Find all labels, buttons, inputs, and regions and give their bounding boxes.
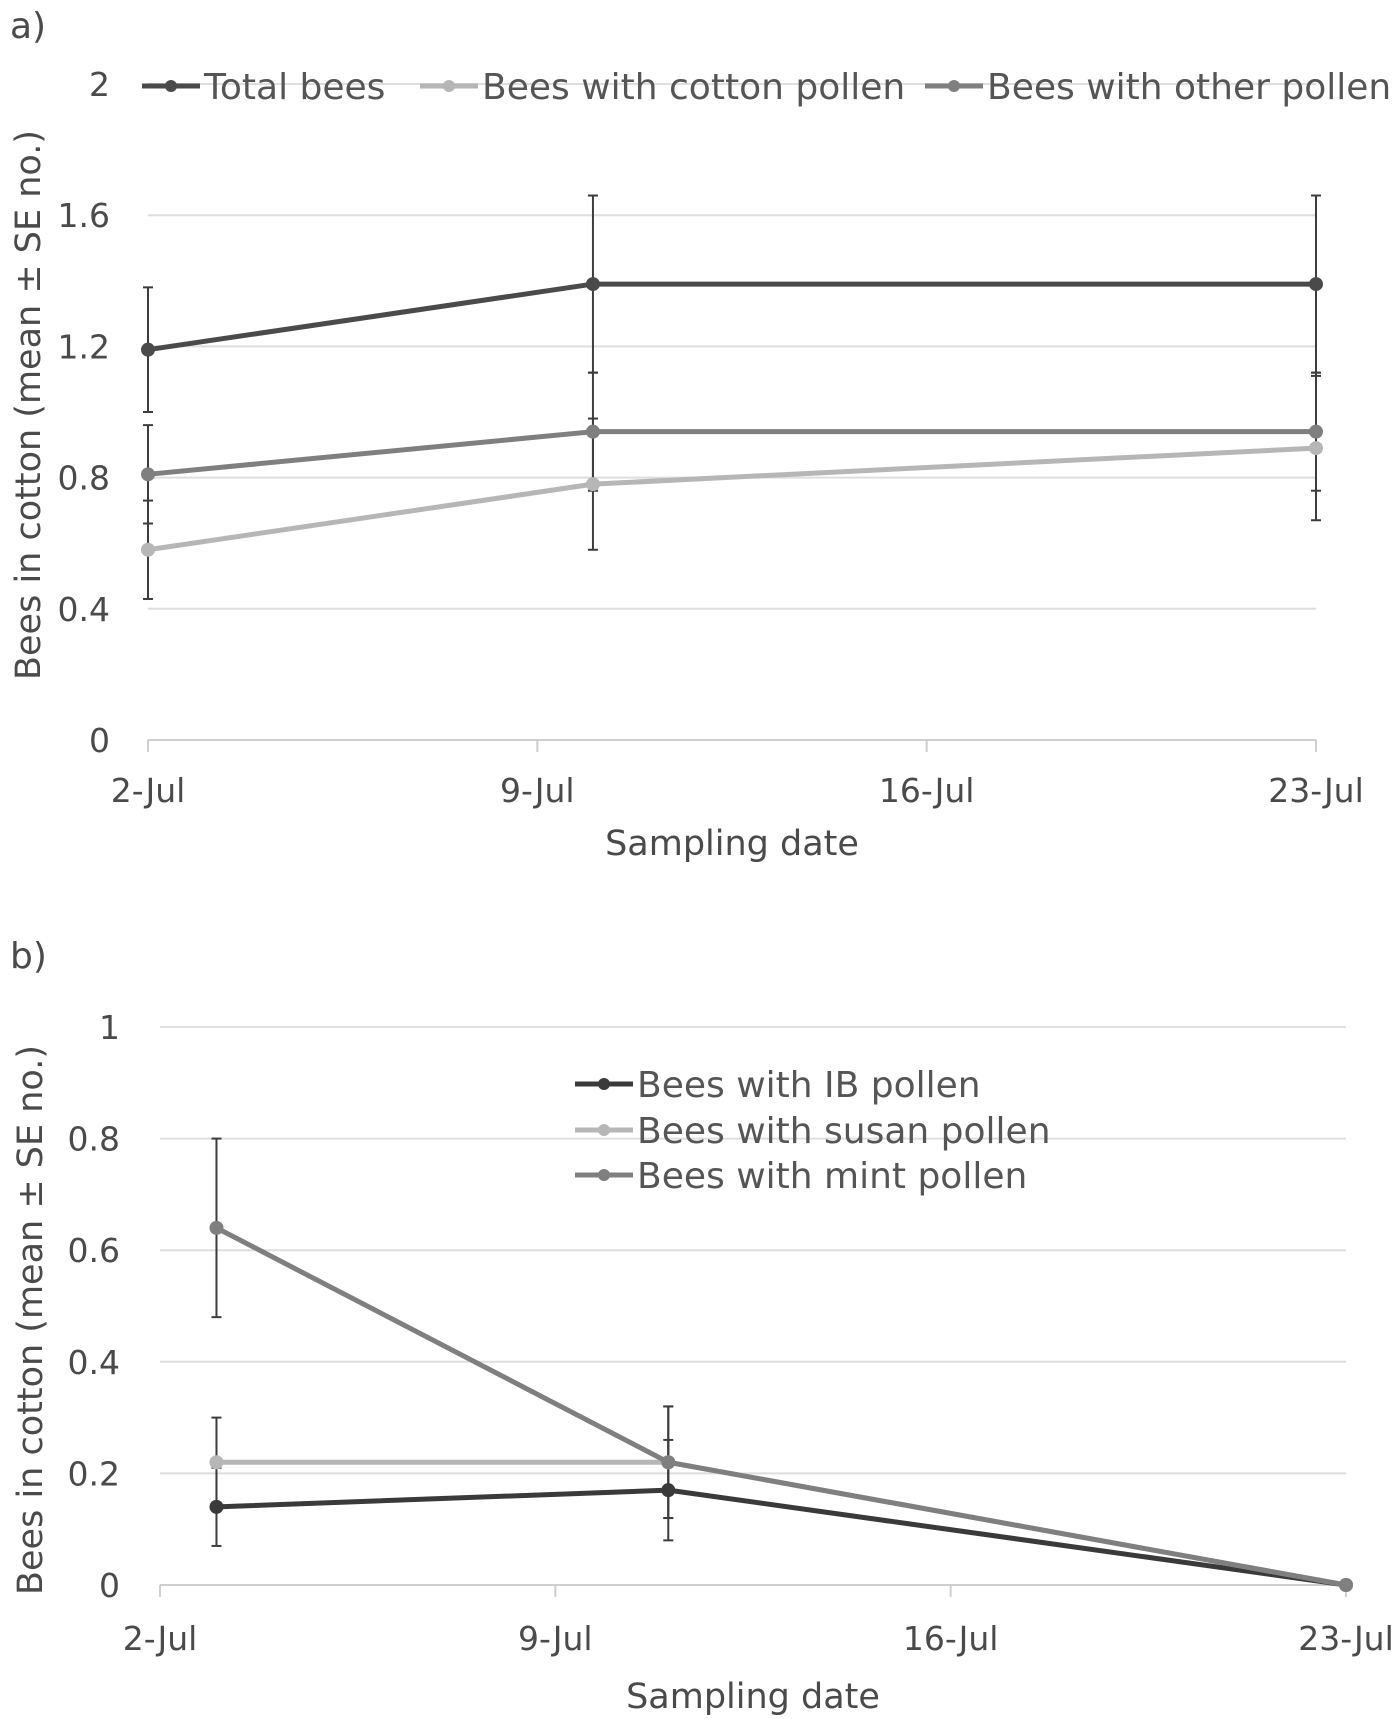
y-tick-label: 0.4	[68, 1343, 120, 1382]
y-tick-label: 0	[89, 721, 110, 760]
x-tick-label: 2-Jul	[111, 771, 186, 810]
y-tick-label: 0	[99, 1566, 120, 1605]
series-line	[147, 445, 1317, 553]
series-errorbars	[143, 374, 1321, 600]
data-point	[209, 1220, 224, 1235]
x-axis-title: Sampling date	[626, 1677, 880, 1717]
legend-swatch-marker	[598, 1124, 610, 1136]
legend-label: Total bees	[203, 67, 385, 108]
panel-label: a)	[10, 6, 46, 47]
series-line	[215, 1225, 1347, 1588]
legend-swatch-marker	[598, 1078, 610, 1090]
y-tick-label: 0.6	[68, 1231, 120, 1270]
data-point	[1339, 1578, 1353, 1592]
legend-swatch-marker	[165, 80, 177, 92]
legend-item: Bees with susan pollen	[575, 1111, 1051, 1152]
series-line	[147, 281, 1316, 353]
chart-panel-b: b) 0 0.2 0.4 0.6 0.8 1 2-Jul 9-Jul 16-Jul 23-Jul Sa…	[10, 936, 1394, 1717]
x-tick-label: 9-Jul	[500, 771, 575, 810]
panel-label: b)	[10, 936, 47, 977]
legend-label: Bees with mint pollen	[637, 1156, 1027, 1197]
y-tick-label: 0.8	[68, 1120, 120, 1159]
data-point	[585, 424, 600, 439]
legend-label: Bees with cotton pollen	[482, 67, 905, 108]
y-tick-label: 1	[99, 1008, 120, 1047]
y-tick-label: 2	[89, 65, 110, 104]
legend-swatch-marker	[443, 80, 455, 92]
data-point	[1309, 277, 1323, 292]
legend-item: Bees with IB pollen	[575, 1065, 981, 1106]
legend-item: Bees with other pollen	[925, 67, 1391, 108]
x-tick-label: 23-Jul	[1298, 1619, 1394, 1658]
y-tick-label: 0.2	[68, 1454, 120, 1493]
x-tick-label: 23-Jul	[1268, 771, 1364, 810]
series-errorbars	[143, 194, 1321, 413]
data-point	[141, 342, 155, 357]
x-tick-label: 16-Jul	[903, 1619, 999, 1658]
data-point	[585, 477, 600, 492]
y-tick-label: 0.8	[58, 459, 110, 498]
data-point	[1309, 441, 1323, 456]
legend-item: Total bees	[142, 67, 385, 108]
data-point	[209, 1455, 224, 1470]
y-tick-label: 0.4	[58, 590, 110, 629]
legend-item: Bees with cotton pollen	[420, 67, 905, 108]
legend-label: Bees with susan pollen	[637, 1111, 1051, 1152]
legend-label: Bees with other pollen	[987, 67, 1391, 108]
data-point	[209, 1499, 224, 1514]
legend-swatch-marker	[948, 80, 960, 92]
data-point	[661, 1483, 676, 1498]
x-tick-label: 9-Jul	[518, 1619, 593, 1658]
data-point	[585, 277, 600, 292]
legend: Total bees Bees with cotton pollen Bees wi…	[142, 67, 1391, 108]
x-tick-label: 2-Jul	[123, 1619, 198, 1658]
y-axis-title: Bees in cotton (mean ± SE no.)	[11, 1045, 51, 1595]
series-errorbars	[143, 371, 1321, 525]
chart-panel-a: a) 0 0.4 0.8 1.2 1.6 2 2-Jul 9-Jul 16-Jul 23-Jul Sa…	[9, 6, 1391, 864]
legend: Bees with IB pollen Bees with susan polle…	[575, 1065, 1051, 1197]
y-tick-label: 1.2	[58, 327, 110, 366]
x-tick-label: 16-Jul	[879, 771, 975, 810]
series-line	[147, 429, 1316, 477]
data-point	[141, 467, 155, 482]
y-tick-label: 1.6	[58, 196, 110, 235]
legend-label: Bees with IB pollen	[637, 1065, 981, 1106]
series-line	[216, 1487, 1347, 1588]
y-axis-title: Bees in cotton (mean ± SE no.)	[9, 130, 49, 680]
data-point	[661, 1455, 676, 1470]
data-point	[141, 542, 155, 557]
legend-item: Bees with mint pollen	[575, 1156, 1027, 1197]
x-axis-title: Sampling date	[605, 824, 859, 864]
data-point	[1309, 424, 1323, 439]
legend-swatch-marker	[598, 1169, 610, 1181]
